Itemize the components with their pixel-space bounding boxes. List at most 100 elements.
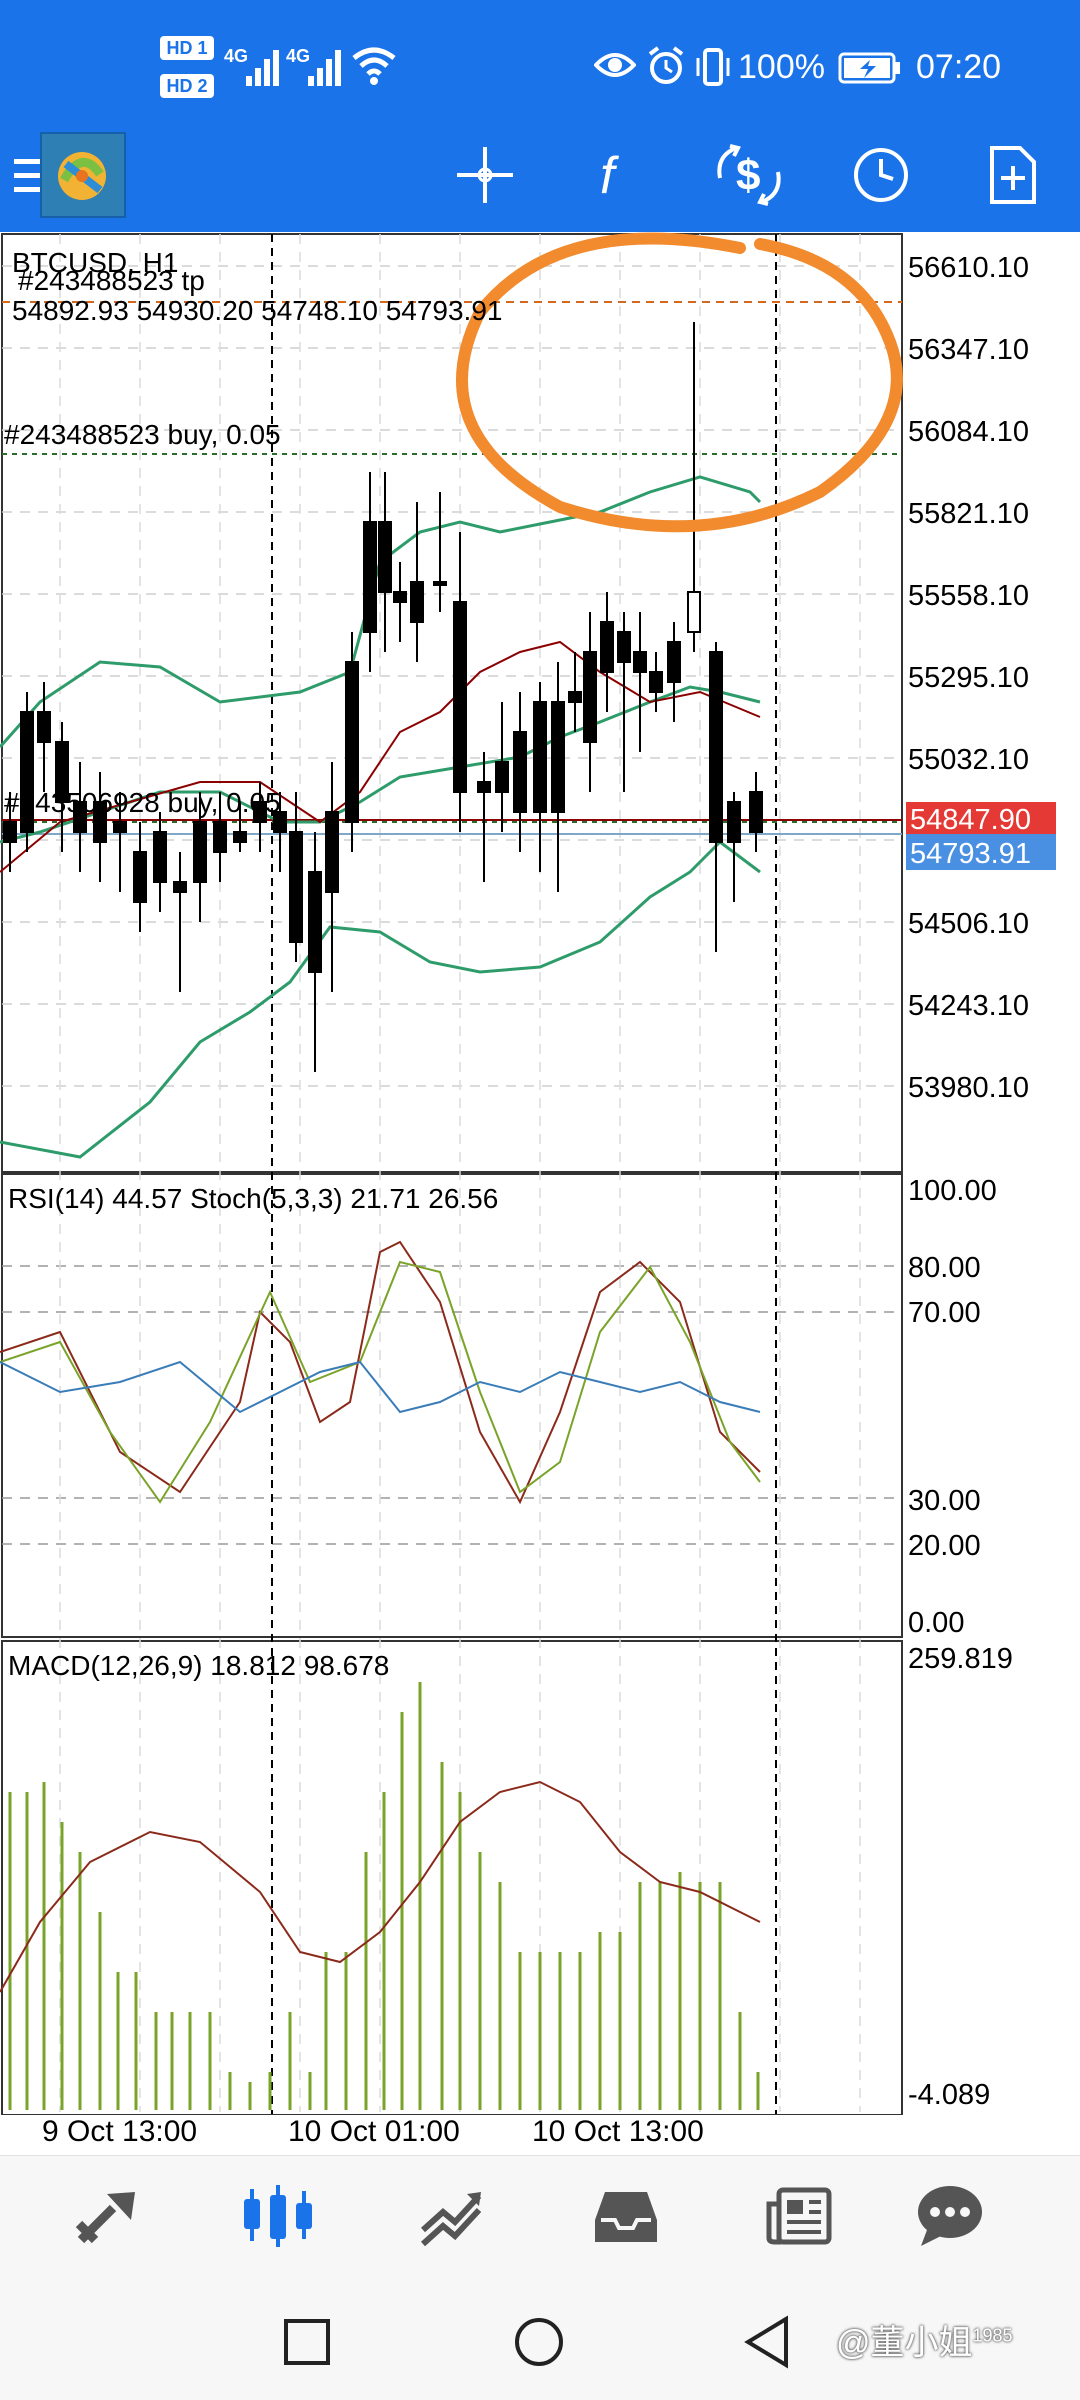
price-tick: 55032.10 — [908, 744, 1029, 776]
candle-body — [649, 671, 663, 693]
candle-body — [727, 801, 741, 843]
candle-body — [667, 641, 681, 683]
candle-body — [213, 821, 227, 853]
macd-tick-bottom: -4.089 — [908, 2079, 990, 2111]
price-plot — [0, 301, 902, 1159]
candle-body — [749, 791, 763, 833]
candle-body — [55, 741, 69, 803]
rsi-stoch-label: RSI(14) 44.57 Stoch(5,3,3) 21.71 26.56 — [8, 1183, 498, 1214]
chat-bubble-icon — [918, 2186, 982, 2246]
candle-body — [93, 801, 107, 843]
time-axis: 9 Oct 13:00 10 Oct 01:00 10 Oct 13:00 — [0, 2115, 1080, 2155]
price-tick: 56610.10 — [908, 252, 1029, 284]
wifi-icon — [352, 47, 396, 85]
home-button[interactable] — [512, 2315, 566, 2374]
trade-button[interactable]: $ — [704, 130, 794, 220]
candle-body — [273, 811, 287, 833]
nav-chat[interactable] — [900, 2171, 1000, 2261]
recent-apps-square-icon — [284, 2319, 330, 2365]
ask-price-label: 54847.90 — [910, 804, 1031, 836]
candle-body — [600, 621, 614, 673]
price-tick: 55295.10 — [908, 662, 1029, 694]
bid-price-label: 54793.91 — [910, 838, 1031, 870]
price-tick: 54506.10 — [908, 908, 1029, 940]
nav-quotes[interactable] — [58, 2171, 158, 2261]
recent-apps-button[interactable] — [282, 2317, 332, 2372]
app-logo[interactable] — [40, 132, 126, 218]
time-tick: 10 Oct 13:00 — [532, 2115, 704, 2148]
objects-button[interactable] — [968, 130, 1058, 220]
candle-body — [453, 601, 467, 793]
ask-price-tag — [906, 802, 1056, 834]
crosshair-button[interactable] — [440, 130, 530, 220]
candle-body — [551, 701, 565, 813]
status-bar: HD 1 HD 2 4G 4G 100% 07:20 — [0, 0, 1080, 120]
dollar-trade-icon: $ — [717, 144, 781, 206]
price-tick: 56084.10 — [908, 416, 1029, 448]
candle-body — [583, 651, 597, 743]
candle-body — [363, 521, 377, 633]
candle-body — [133, 851, 147, 903]
signal-strength-icon — [246, 50, 279, 86]
price-tick: 55558.10 — [908, 580, 1029, 612]
news-icon — [766, 2187, 832, 2245]
main-panel-frame — [1, 233, 903, 1173]
system-navigation-bar: @董小姐1985 — [0, 2275, 1080, 2400]
vibrate-icon — [696, 48, 730, 86]
macd-signal-line — [0, 1780, 761, 1993]
indicators-button[interactable]: f — [572, 130, 662, 220]
chart-area[interactable]: BTCUSD, H1 #243488523 tp 54892.93 54930.… — [0, 232, 1080, 2116]
bollinger-lower — [0, 840, 761, 1159]
osc-tick: 70.00 — [908, 1297, 981, 1329]
period-button[interactable] — [836, 130, 926, 220]
function-f-icon: f — [600, 147, 619, 205]
network2-label: 4G — [286, 46, 311, 66]
battery-percent: 100% — [738, 48, 825, 86]
clock-icon — [854, 148, 908, 202]
nav-news[interactable] — [750, 2171, 850, 2261]
home-circle-icon — [515, 2318, 563, 2366]
candle-body — [20, 711, 34, 833]
candle-body — [73, 801, 87, 833]
time-tick: 9 Oct 13:00 — [42, 2115, 198, 2148]
candle-body — [709, 651, 723, 843]
price-tick: 55821.10 — [908, 498, 1029, 530]
add-document-icon — [990, 146, 1036, 204]
trade-chart-icon — [420, 2192, 482, 2247]
history-inbox-icon — [595, 2192, 657, 2242]
bottom-navigation — [0, 2155, 1080, 2276]
price-tick: 54243.10 — [908, 990, 1029, 1022]
candle-body — [173, 881, 187, 893]
candle-body — [233, 831, 247, 843]
osc-tick: 30.00 — [908, 1485, 981, 1517]
candle-body — [153, 831, 167, 883]
buy-order-label-2: #243506928 buy, 0.05 — [4, 787, 281, 818]
candle-body — [633, 651, 647, 673]
chart-canvas[interactable]: BTCUSD, H1 #243488523 tp 54892.93 54930.… — [0, 232, 1080, 2116]
macd-tick-top: 259.819 — [908, 1643, 1013, 1675]
watermark-text: @董小姐 — [836, 2324, 973, 2362]
network1-label: 4G — [224, 46, 249, 66]
ohlc-readout: 54892.93 54930.20 54748.10 54793.91 — [12, 295, 502, 326]
osc-tick: 80.00 — [908, 1252, 981, 1284]
back-triangle-icon — [744, 2315, 788, 2369]
candle-body — [393, 591, 407, 603]
rsi-line — [0, 1360, 761, 1414]
nav-chart[interactable] — [228, 2171, 328, 2261]
menu-button[interactable] — [0, 130, 70, 220]
macd-label: MACD(12,26,9) 18.812 98.678 — [8, 1650, 389, 1681]
candle-body — [687, 591, 701, 633]
eye-icon — [594, 53, 636, 77]
candle-body — [308, 871, 322, 973]
sim1-badge: HD 1 — [160, 36, 214, 60]
bollinger-upper — [0, 475, 762, 748]
candle-body — [513, 731, 527, 813]
back-button[interactable] — [742, 2315, 792, 2374]
bid-price-tag — [906, 834, 1056, 870]
svg-text:f: f — [600, 147, 619, 205]
candle-body — [289, 831, 303, 943]
sim2-badge: HD 2 — [160, 74, 214, 98]
nav-history[interactable] — [576, 2171, 676, 2261]
quotes-arrows-icon — [75, 2192, 135, 2244]
nav-trade[interactable] — [402, 2171, 502, 2261]
